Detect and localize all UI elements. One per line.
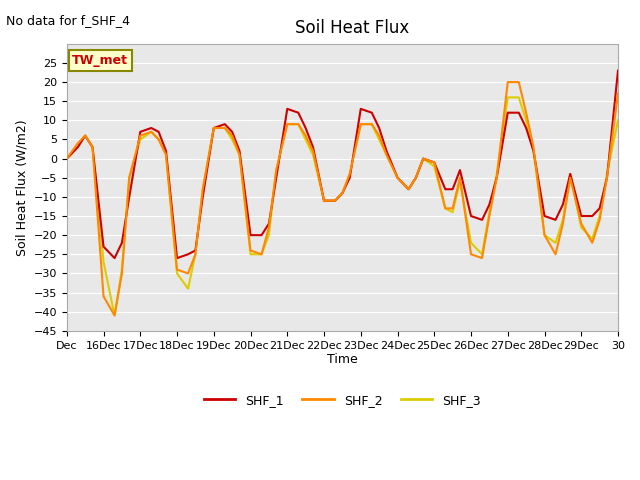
- Legend: SHF_1, SHF_2, SHF_3: SHF_1, SHF_2, SHF_3: [199, 389, 486, 412]
- Y-axis label: Soil Heat Flux (W/m2): Soil Heat Flux (W/m2): [15, 119, 28, 256]
- X-axis label: Time: Time: [327, 353, 358, 366]
- Text: No data for f_SHF_4: No data for f_SHF_4: [6, 14, 131, 27]
- Text: TW_met: TW_met: [72, 54, 128, 67]
- Text: Soil Heat Flux: Soil Heat Flux: [295, 19, 409, 37]
